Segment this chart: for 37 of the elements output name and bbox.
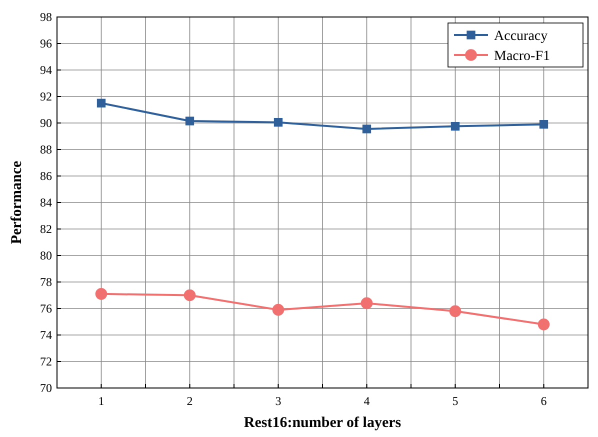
y-tick-label: 88: [40, 142, 52, 156]
y-tick-label: 86: [40, 169, 52, 183]
point: [185, 116, 194, 126]
x-tick-label: 5: [452, 394, 458, 408]
y-tick-label: 90: [40, 116, 52, 130]
point: [96, 98, 106, 108]
x-tick-label: 2: [186, 394, 193, 408]
y-tick-label: 72: [40, 354, 52, 368]
point: [450, 122, 460, 131]
x-tick-label: 1: [98, 394, 104, 408]
legend-label: Macro-F1: [494, 49, 550, 64]
point: [538, 318, 550, 330]
point: [184, 289, 196, 302]
y-axis-title: Performance: [9, 160, 25, 244]
y-tick-label: 92: [40, 90, 52, 104]
point: [449, 305, 462, 318]
y-tick-label: 76: [40, 302, 52, 316]
y-tick-label: 74: [40, 328, 52, 342]
point: [95, 288, 108, 300]
point: [362, 124, 372, 134]
point: [272, 304, 284, 316]
point: [539, 120, 548, 129]
y-tick-label: 78: [40, 275, 52, 289]
y-tick-label: 84: [40, 196, 52, 210]
y-tick-label: 94: [40, 63, 52, 77]
y-tick-label: 82: [40, 222, 52, 236]
y-tick-label: 70: [40, 381, 52, 395]
point: [274, 118, 283, 127]
y-tick-label: 80: [40, 248, 52, 262]
legend-label: Accuracy: [494, 29, 548, 44]
y-tick-label: 98: [40, 10, 52, 24]
x-axis-title: Rest16:number of layers: [244, 415, 402, 431]
x-tick-label: 4: [364, 394, 370, 408]
point: [360, 297, 373, 310]
x-tick-label: 6: [540, 394, 547, 408]
x-tick-label: 3: [275, 394, 282, 408]
y-tick-label: 96: [40, 36, 52, 50]
